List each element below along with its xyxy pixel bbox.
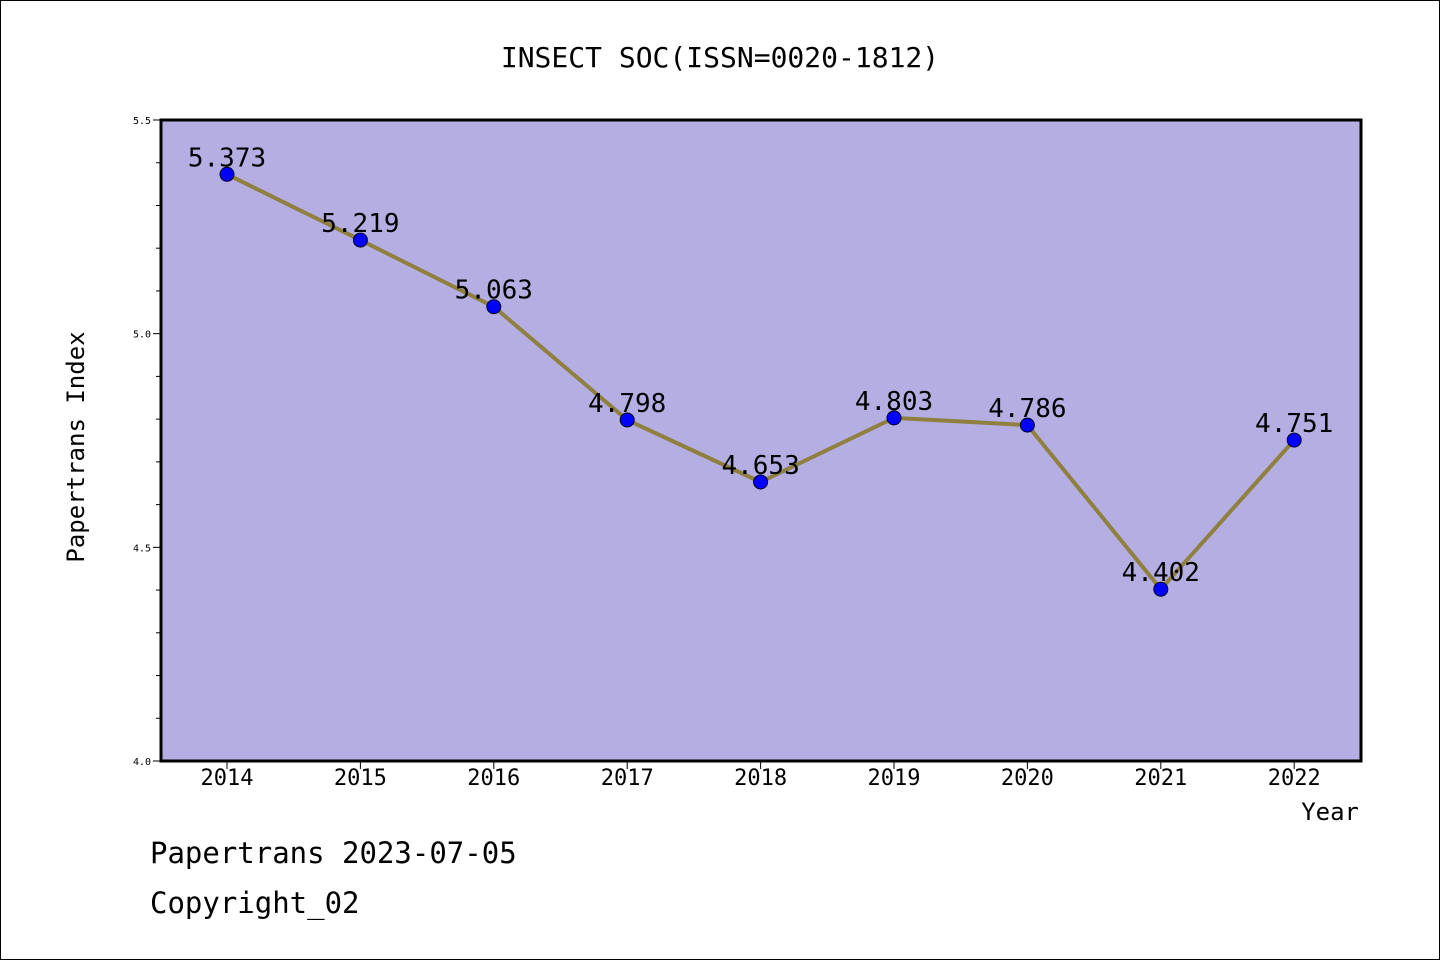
x-tick-label: 2021: [1134, 766, 1187, 791]
data-point: [486, 299, 502, 315]
y-tick-label: 4.0: [133, 757, 151, 768]
data-point: [219, 166, 235, 182]
data-label: 4.798: [588, 389, 666, 419]
x-tick-label: 2014: [201, 766, 254, 791]
data-label: 5.373: [188, 143, 266, 173]
data-label: 5.219: [321, 209, 399, 239]
data-label: 4.402: [1122, 558, 1200, 588]
y-tick-label: 4.5: [133, 543, 151, 554]
y-axis-label: Papertrans Index: [62, 331, 90, 562]
x-tick-label: 2019: [868, 766, 921, 791]
x-tick-label: 2017: [601, 766, 654, 791]
x-tick-label: 2022: [1268, 766, 1321, 791]
y-tick-label: 5.5: [133, 116, 151, 127]
data-point: [352, 232, 368, 248]
x-tick-label: 2016: [467, 766, 520, 791]
data-markers: [219, 166, 1302, 597]
footer-copyright: Copyright_02: [150, 886, 360, 920]
data-label: 4.751: [1255, 409, 1333, 439]
footer-date: Papertrans 2023-07-05: [150, 836, 517, 870]
x-axis-label: Year: [1301, 798, 1359, 826]
y-tick-label: 5.0: [133, 330, 151, 341]
data-label: 4.653: [721, 451, 799, 481]
data-point: [1153, 581, 1169, 597]
x-axis-ticks: 2014 2015 2016 2017 2018 2019 2020 2021 2022: [201, 761, 1321, 791]
x-tick-label: 2020: [1001, 766, 1054, 791]
data-label: 5.063: [455, 276, 533, 306]
x-tick-label: 2018: [734, 766, 787, 791]
y-axis-ticks: 4.0 4.5 5.0 5.5: [133, 116, 161, 768]
data-point: [619, 412, 635, 428]
data-point: [1286, 432, 1302, 448]
data-point: [886, 410, 902, 426]
data-label: 4.786: [988, 394, 1066, 424]
data-label: 4.803: [855, 387, 933, 417]
data-point: [753, 474, 769, 490]
data-labels: 5.373 5.219 5.063 4.798 4.653 4.803 4.786 4.402…: [188, 143, 1333, 588]
data-point: [1019, 417, 1035, 433]
x-tick-label: 2015: [334, 766, 387, 791]
plot-area: [159, 118, 1363, 763]
chart-title: INSECT SOC(ISSN=0020-1812): [501, 41, 939, 74]
